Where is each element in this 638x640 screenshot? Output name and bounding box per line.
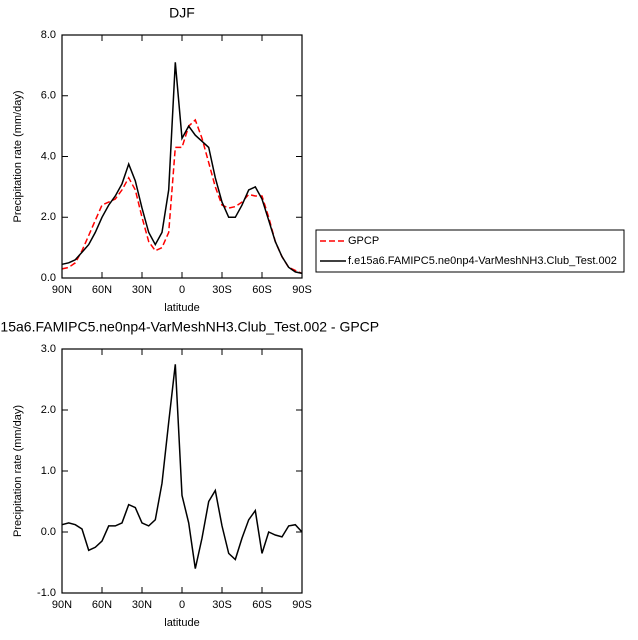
x-tick-label: 30N (132, 599, 152, 611)
x-tick-label: 60N (92, 284, 112, 296)
y-tick-label: 2.0 (41, 404, 56, 416)
chart-title: DJF (169, 5, 195, 21)
y-tick-label: 4.0 (41, 150, 56, 162)
x-tick-label: 60S (252, 599, 272, 611)
y-tick-label: 8.0 (41, 29, 56, 41)
y-tick-label: 2.0 (41, 211, 56, 223)
x-tick-label: 30N (132, 284, 152, 296)
x-tick-label: 90S (292, 599, 312, 611)
data-line (61, 364, 303, 569)
y-tick-label: -1.0 (37, 587, 56, 599)
y-tick-label: 1.0 (41, 465, 56, 477)
legend-label: f.e15a6.FAMIPC5.ne0np4-VarMeshNH3.Club_T… (348, 255, 617, 267)
legend-box (315, 229, 625, 273)
y-tick-label: 0.0 (41, 526, 56, 538)
x-tick-label: 30S (212, 284, 232, 296)
x-tick-label: 90N (52, 284, 72, 296)
x-axis-label: latitude (164, 617, 199, 629)
y-tick-label: 6.0 (41, 90, 56, 102)
plot-frame (61, 34, 303, 279)
x-tick-label: 60N (92, 599, 112, 611)
y-axis-label: Precipitation rate (mm/day) (12, 405, 24, 537)
plot-frame (61, 348, 303, 594)
data-line (61, 62, 303, 275)
data-line (61, 118, 303, 275)
y-axis-label: Precipitation rate (mm/day) (12, 90, 24, 222)
x-tick-label: 60S (252, 284, 272, 296)
y-tick-label: 0.0 (41, 272, 56, 284)
x-tick-label: 0 (179, 284, 185, 296)
y-tick-label: 3.0 (41, 343, 56, 355)
chart-title: f.e15a6.FAMIPC5.ne0np4-VarMeshNH3.Club_T… (0, 319, 379, 335)
x-tick-label: 90N (52, 599, 72, 611)
x-tick-label: 90S (292, 284, 312, 296)
legend-label: GPCP (348, 235, 379, 247)
x-tick-label: 30S (212, 599, 232, 611)
x-tick-label: 0 (179, 599, 185, 611)
x-axis-label: latitude (164, 302, 199, 314)
